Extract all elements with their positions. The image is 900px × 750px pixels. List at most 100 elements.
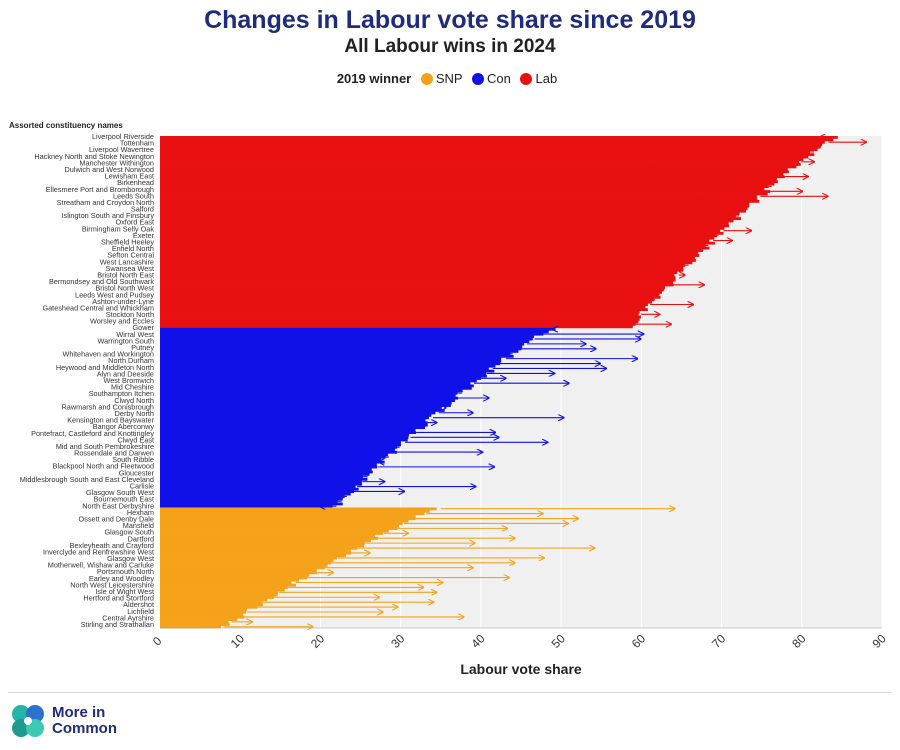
bar-con: [160, 345, 523, 348]
bar-snp: [160, 549, 351, 553]
bar-lab: [160, 160, 800, 164]
y-tick-label: Gloucester: [119, 468, 155, 477]
y-tick-label: Inverclyde and Renfrewshire West: [43, 547, 154, 556]
bar-con: [160, 450, 398, 454]
y-tick-label: Clwyd North: [114, 396, 154, 405]
bar-con: [160, 441, 401, 444]
bar-con: [160, 428, 416, 432]
chart-title: Changes in Labour vote share since 2019: [204, 6, 696, 34]
bar-snp: [160, 593, 278, 597]
bar-con: [160, 413, 432, 417]
y-tick-label: Birmingham Selly Oak: [82, 224, 155, 233]
bar-lab: [160, 182, 775, 186]
y-tick-label: Islington South and Finsbury: [62, 211, 155, 220]
bar-snp: [160, 532, 383, 535]
y-tick-label: Salford: [131, 205, 154, 214]
bar-con: [160, 354, 514, 358]
bar-con: [160, 438, 408, 442]
bar-snp: [160, 618, 238, 621]
x-tick-label: 10: [228, 631, 248, 651]
bar-con: [160, 433, 410, 437]
bar-snp: [160, 551, 352, 555]
y-tick-label: Rawmarsh and Conisbrough: [62, 402, 154, 411]
bar-snp: [160, 509, 430, 513]
y-tick-label: Bournemouth East: [94, 495, 154, 504]
bar-con: [160, 389, 463, 393]
bar-lab: [160, 322, 636, 326]
x-tick-label: 50: [549, 631, 569, 651]
bar-snp: [160, 517, 416, 521]
bar-con: [160, 384, 474, 388]
x-tick-label: 20: [308, 631, 328, 651]
bar-snp: [160, 583, 296, 587]
y-tick-label: Southampton Itchen: [89, 389, 154, 398]
y-tick-label: Warrington South: [97, 336, 154, 345]
bar-con: [160, 445, 398, 449]
bar-con: [160, 465, 378, 469]
bar-snp: [160, 598, 268, 602]
bar-snp: [160, 568, 317, 572]
bar-lab: [160, 310, 640, 314]
bar-lab: [160, 207, 748, 211]
bar-lab: [160, 214, 736, 218]
bar-lab: [160, 145, 821, 149]
bar-snp: [160, 586, 288, 589]
bar-lab: [160, 227, 725, 230]
bar-con: [160, 335, 534, 339]
bar-snp: [160, 564, 328, 567]
legend-title: 2019 winner: [336, 71, 412, 86]
bar-snp: [160, 566, 325, 570]
bar-lab: [160, 246, 710, 250]
bar-con: [160, 362, 501, 366]
bar-lab: [160, 229, 721, 233]
bar-snp: [160, 524, 399, 528]
y-tick-label: Leeds West and Pudsey: [75, 290, 154, 299]
bar-lab: [160, 202, 750, 206]
bar-con: [160, 463, 377, 466]
bar-con: [160, 443, 401, 447]
y-tick-label: Aldershot: [123, 600, 154, 609]
bar-lab: [160, 239, 710, 243]
y-tick-label: Gateshead Central and Whickham: [42, 303, 154, 312]
y-tick-label: Ashton-under-Lyne: [92, 297, 154, 306]
bar-lab: [160, 286, 666, 289]
y-tick-label: Leeds South: [113, 191, 154, 200]
bar-lab: [160, 167, 788, 171]
bar-con: [160, 492, 351, 496]
bar-lab: [160, 313, 639, 316]
bar-snp: [160, 605, 258, 609]
bar-lab: [160, 305, 646, 309]
bar-con: [160, 485, 356, 489]
bar-snp: [160, 610, 247, 614]
legend-item-lab: Lab: [520, 71, 557, 86]
bar-lab: [160, 293, 660, 297]
bar-con: [160, 448, 395, 452]
bar-lab: [160, 295, 661, 299]
bar-con: [160, 436, 409, 439]
bar-con: [160, 332, 544, 336]
bar-snp: [160, 519, 409, 523]
bar-con: [160, 418, 426, 422]
bar-lab: [160, 256, 695, 260]
x-tick-label: 30: [388, 631, 408, 651]
bar-snp: [160, 625, 221, 629]
bar-lab: [160, 153, 815, 157]
x-tick-label: 80: [789, 631, 809, 651]
footer-divider: [8, 692, 892, 693]
y-tick-label: Liverpool Wavertree: [89, 145, 154, 154]
bar-lab: [160, 140, 825, 144]
bar-con: [160, 377, 482, 380]
y-tick-label: Gower: [133, 323, 155, 332]
y-tick-label: Hexham: [127, 508, 154, 517]
y-tick-label: Dulwich and West Norwood: [65, 165, 155, 174]
y-tick-label: Alyn and Deeside: [97, 369, 154, 378]
brand-line-2: Common: [52, 720, 117, 737]
bar-snp: [160, 561, 332, 565]
y-tick-label: Manchester Withington: [79, 158, 154, 167]
x-tick-label: 0: [150, 634, 165, 649]
bar-con: [160, 426, 425, 430]
bar-lab: [160, 172, 784, 176]
legend-label-snp: SNP: [435, 71, 463, 86]
y-tick-label: Bexleyheath and Crayford: [70, 541, 154, 550]
bar-snp: [160, 539, 371, 543]
